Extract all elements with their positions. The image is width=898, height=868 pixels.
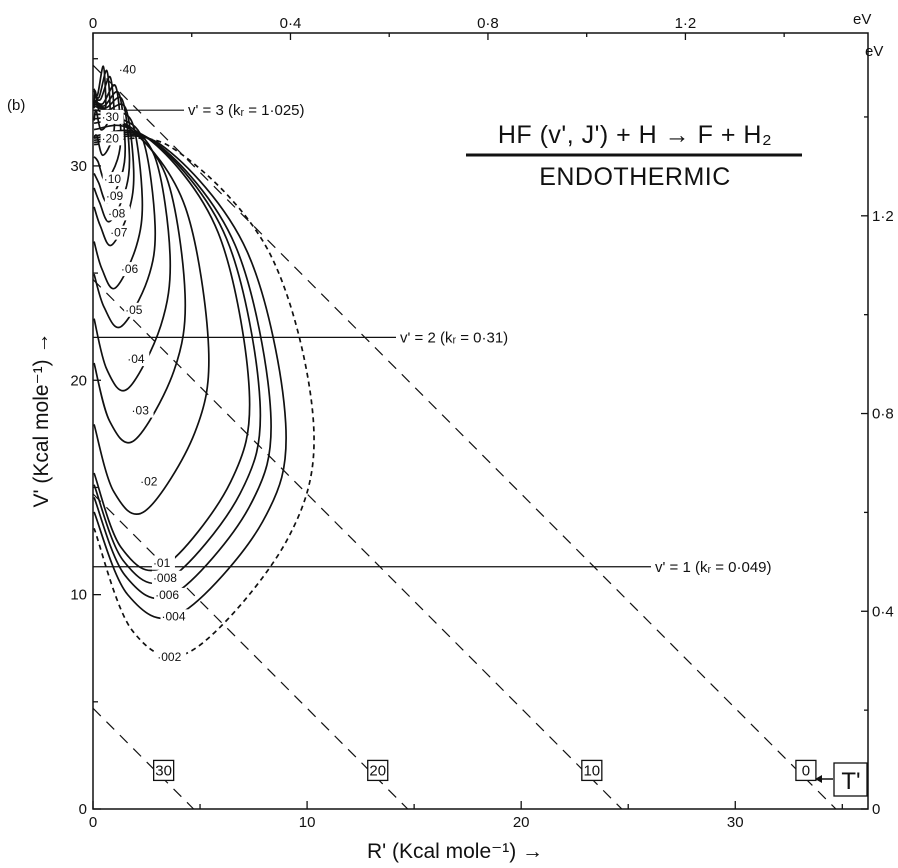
contour-line — [93, 137, 315, 658]
right-tick-label: 1·2 — [872, 208, 894, 225]
T-value-box — [795, 759, 817, 782]
top-tick-label: 0·8 — [477, 15, 499, 32]
contour-label: ·02 — [140, 474, 158, 488]
T-label: T' — [841, 768, 860, 795]
contour-label-bg — [100, 131, 124, 146]
contour-line — [93, 96, 131, 223]
contour-label: ·05 — [125, 303, 143, 317]
contour-label-bg — [124, 302, 148, 317]
right-tick-label: 0·8 — [872, 406, 894, 423]
isoline — [92, 493, 409, 810]
panel-label: (b) — [7, 97, 25, 114]
T-value-label: 30 — [155, 762, 172, 779]
contour-line — [93, 90, 127, 204]
vibrational-level-lines: v' = 3 (kᵣ = 1·025) v' = 2 (kᵣ = 0·31) v' … — [93, 102, 772, 576]
T-value-box — [152, 759, 175, 782]
y-axis-label: V' (Kcal mole⁻¹) → — [30, 333, 53, 508]
contour-label: ·06 — [121, 262, 139, 276]
contour-label: ·20 — [102, 131, 120, 145]
T-arrow-head — [815, 775, 822, 783]
x-tick-label: 0 — [89, 814, 97, 831]
contour-label-bg — [154, 587, 185, 602]
constant-T-lines: 30 20 10 0 — [92, 64, 837, 810]
contour-label-bg — [117, 62, 141, 77]
contour-label: ·40 — [119, 63, 137, 77]
right-axis-unit: eV — [865, 43, 883, 60]
contour-line — [93, 135, 287, 620]
chart-subtitle: ENDOTHERMIC — [539, 163, 731, 191]
contour-label: ·10 — [104, 172, 122, 186]
contour-label: ·008 — [153, 571, 177, 585]
x-tick-label: 10 — [299, 814, 316, 831]
vibrational-level-label: v' = 2 (kᵣ = 0·31) — [400, 329, 508, 346]
contour-label-bg — [104, 189, 128, 204]
contour-line — [93, 131, 262, 585]
top-tick-label: 0 — [89, 15, 97, 32]
plot-frame — [92, 32, 869, 810]
y-tick-label: 10 — [70, 587, 87, 604]
contour-label: ·03 — [132, 404, 150, 418]
T-value-box — [367, 759, 389, 782]
top-tick-label: 1·2 — [675, 15, 697, 32]
T-axis-indicator: T' — [815, 762, 868, 797]
chart-title: HF (v', J') + H → F + H₂ — [498, 121, 772, 149]
right-tick-label: 0 — [872, 801, 880, 818]
T-value-box — [581, 759, 603, 782]
contour-label-bg — [151, 555, 175, 570]
T-label-box — [833, 762, 868, 797]
T-value-label: 20 — [369, 762, 386, 779]
chart-title-group: HF (v', J') + H → F + H₂ ENDOTHERMIC — [466, 121, 802, 191]
x-tick-label: 20 — [513, 814, 530, 831]
contour-label-bg — [119, 262, 143, 277]
y-tick-label: 0 — [79, 801, 87, 818]
vibrational-level-label: v' = 3 (kᵣ = 1·025) — [188, 102, 305, 119]
contour-label: ·04 — [127, 352, 145, 366]
contour-labels: ·40·30·20·10·09·08·07·06·05·04·03·02·01·… — [100, 62, 191, 665]
contour-label-bg — [139, 474, 163, 489]
y-tick-label: 20 — [70, 372, 87, 389]
contour-label-bg — [160, 609, 191, 624]
contour-label-bg — [151, 570, 182, 585]
x-tick-label: 30 — [727, 814, 744, 831]
contour-label-bg — [130, 403, 154, 418]
top-axis-unit: eV — [853, 11, 871, 28]
T-value-label: 0 — [802, 762, 810, 779]
contour-label: ·09 — [106, 189, 124, 203]
isoline — [92, 64, 837, 810]
contour-line — [93, 133, 272, 600]
contour-label-bg — [106, 206, 130, 221]
y-tick-label: 30 — [70, 158, 87, 175]
contour-line — [93, 84, 122, 182]
vibrational-level-label: v' = 1 (kᵣ = 0·049) — [655, 559, 772, 576]
contour-line — [93, 129, 251, 572]
contour-label: ·002 — [157, 650, 181, 664]
contour-label-bg — [156, 650, 187, 665]
contour-label: ·30 — [102, 110, 120, 124]
contour-label: ·006 — [155, 588, 179, 602]
contour-label-bg — [126, 352, 150, 367]
isoline — [92, 279, 623, 810]
x-axis-label: R' (Kcal mole⁻¹) → — [367, 840, 543, 863]
contour-line — [93, 124, 210, 516]
contour-label: ·08 — [108, 206, 126, 220]
contour-label: ·01 — [153, 556, 171, 570]
contour-label: ·07 — [110, 226, 128, 240]
right-tick-label: 0·4 — [872, 603, 894, 620]
contour-line — [93, 116, 172, 392]
top-tick-label: 0·4 — [280, 15, 302, 32]
isoline — [92, 707, 195, 810]
contour-label-bg — [109, 225, 133, 240]
T-value-label: 10 — [583, 762, 600, 779]
contour-label-bg — [100, 109, 124, 124]
contour-label: ·004 — [162, 609, 186, 623]
contour-label-bg — [102, 172, 126, 187]
contour-lines — [93, 65, 315, 658]
axis-ticks: 0 10 20 30 0 10 20 30 0 0·4 0·8 1·2 0 0·4 0·8 1·2 — [70, 15, 893, 831]
